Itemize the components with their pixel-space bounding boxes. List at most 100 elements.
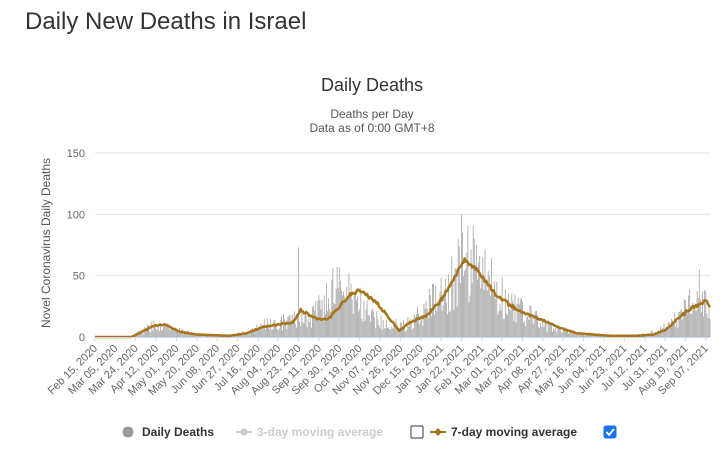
- daily-deaths-bar: [682, 314, 684, 337]
- daily-deaths-bar: [532, 323, 534, 337]
- daily-deaths-bar: [316, 316, 318, 337]
- daily-deaths-bar: [275, 324, 277, 337]
- daily-deaths-bar: [695, 310, 697, 337]
- daily-deaths-bar: [201, 335, 203, 337]
- legend-7day-marker: [434, 428, 442, 436]
- daily-deaths-bar: [369, 321, 371, 337]
- daily-deaths-bar: [483, 290, 485, 337]
- daily-deaths-bar: [470, 249, 472, 337]
- daily-deaths-bar: [487, 271, 489, 337]
- daily-deaths-bar: [308, 322, 310, 337]
- daily-deaths-bar: [439, 291, 441, 337]
- daily-deaths-bar: [346, 286, 348, 337]
- daily-deaths-bar: [389, 329, 391, 337]
- daily-deaths-bar: [176, 331, 177, 337]
- daily-deaths-bar: [166, 324, 168, 337]
- daily-deaths-bar: [435, 286, 437, 337]
- daily-deaths-bar: [270, 319, 272, 337]
- daily-deaths-bar: [368, 315, 370, 337]
- daily-deaths-bar: [321, 299, 323, 337]
- daily-deaths-bar: [314, 310, 316, 337]
- daily-deaths-bar: [679, 311, 681, 337]
- daily-deaths-bar: [351, 299, 353, 337]
- daily-deaths-bar: [477, 279, 478, 337]
- daily-deaths-bar: [452, 282, 454, 337]
- daily-deaths-bar: [446, 302, 447, 337]
- daily-deaths-bar: [545, 323, 547, 337]
- daily-deaths-bar: [186, 332, 188, 337]
- daily-deaths-bar: [523, 322, 524, 337]
- daily-deaths-bar: [352, 313, 354, 337]
- daily-deaths-bar: [365, 309, 367, 337]
- daily-deaths-bar: [306, 327, 308, 337]
- daily-deaths-bar: [185, 332, 187, 337]
- daily-deaths-bar: [337, 288, 339, 337]
- daily-deaths-bar: [480, 288, 482, 337]
- daily-deaths-bar: [254, 328, 256, 337]
- daily-deaths-bar: [694, 306, 696, 337]
- legend-7day-checkbox[interactable]: [603, 425, 617, 439]
- daily-deaths-bar: [672, 320, 673, 337]
- daily-deaths-bar: [309, 317, 311, 337]
- daily-deaths-bar: [469, 295, 471, 337]
- daily-deaths-bar: [264, 329, 266, 337]
- daily-deaths-bar: [458, 246, 460, 337]
- daily-deaths-bar: [213, 335, 215, 337]
- daily-deaths-bar: [572, 330, 574, 337]
- daily-deaths-bar: [300, 325, 302, 337]
- daily-deaths-bar: [148, 325, 149, 337]
- daily-deaths-bar: [149, 331, 151, 337]
- daily-deaths-bar: [358, 311, 359, 337]
- daily-deaths-bar: [517, 297, 519, 337]
- daily-deaths-bar: [257, 329, 259, 337]
- daily-deaths-bar: [526, 317, 528, 337]
- daily-deaths-bar: [163, 326, 164, 337]
- daily-deaths-bar: [170, 329, 172, 337]
- daily-deaths-bar: [708, 303, 710, 337]
- daily-deaths-bar: [380, 315, 382, 337]
- daily-deaths-bar: [693, 309, 695, 337]
- daily-deaths-bar: [361, 318, 363, 337]
- daily-deaths-bar: [440, 277, 442, 337]
- daily-deaths-bar: [709, 318, 711, 337]
- daily-deaths-bar: [514, 294, 516, 337]
- daily-deaths-bar: [579, 334, 581, 337]
- daily-deaths-bar: [159, 322, 161, 337]
- daily-deaths-bar: [689, 289, 691, 337]
- daily-deaths-bar: [665, 326, 667, 337]
- daily-deaths-bar: [338, 267, 340, 337]
- daily-deaths-bar: [544, 319, 546, 337]
- daily-deaths-bar: [418, 313, 419, 337]
- daily-deaths-bar: [302, 322, 304, 337]
- daily-deaths-bar: [417, 306, 418, 337]
- daily-deaths-bar: [451, 256, 453, 337]
- daily-deaths-bar: [360, 287, 362, 337]
- daily-deaths-bar: [548, 322, 550, 337]
- daily-deaths-bar: [510, 310, 512, 337]
- y-tick-labels: 150 100 50 0: [67, 148, 85, 344]
- daily-deaths-bar: [285, 323, 287, 337]
- daily-deaths-bar: [334, 304, 336, 337]
- daily-deaths-bar: [322, 319, 324, 337]
- daily-deaths-bar: [152, 330, 154, 337]
- daily-deaths-bars: [132, 214, 711, 337]
- daily-deaths-bar: [436, 310, 438, 337]
- daily-deaths-bar: [397, 327, 399, 337]
- y-tick-50: 50: [73, 271, 85, 283]
- daily-deaths-bar: [366, 300, 368, 337]
- daily-deaths-bar: [388, 327, 389, 337]
- daily-deaths-bar: [156, 329, 158, 337]
- daily-deaths-bar: [191, 334, 192, 337]
- daily-deaths-bar: [442, 304, 444, 337]
- daily-deaths-bar: [479, 256, 481, 337]
- daily-deaths-bar: [598, 335, 599, 337]
- daily-deaths-bar: [276, 329, 278, 337]
- daily-deaths-bar: [305, 312, 307, 337]
- daily-deaths-bar: [409, 318, 411, 337]
- legend-3day-checkbox[interactable]: [410, 425, 424, 439]
- daily-deaths-bar: [569, 331, 571, 337]
- daily-deaths-bar: [552, 331, 553, 337]
- daily-deaths-bar: [147, 324, 148, 337]
- daily-deaths-bar: [364, 320, 366, 337]
- legend-3day-marker: [240, 428, 248, 436]
